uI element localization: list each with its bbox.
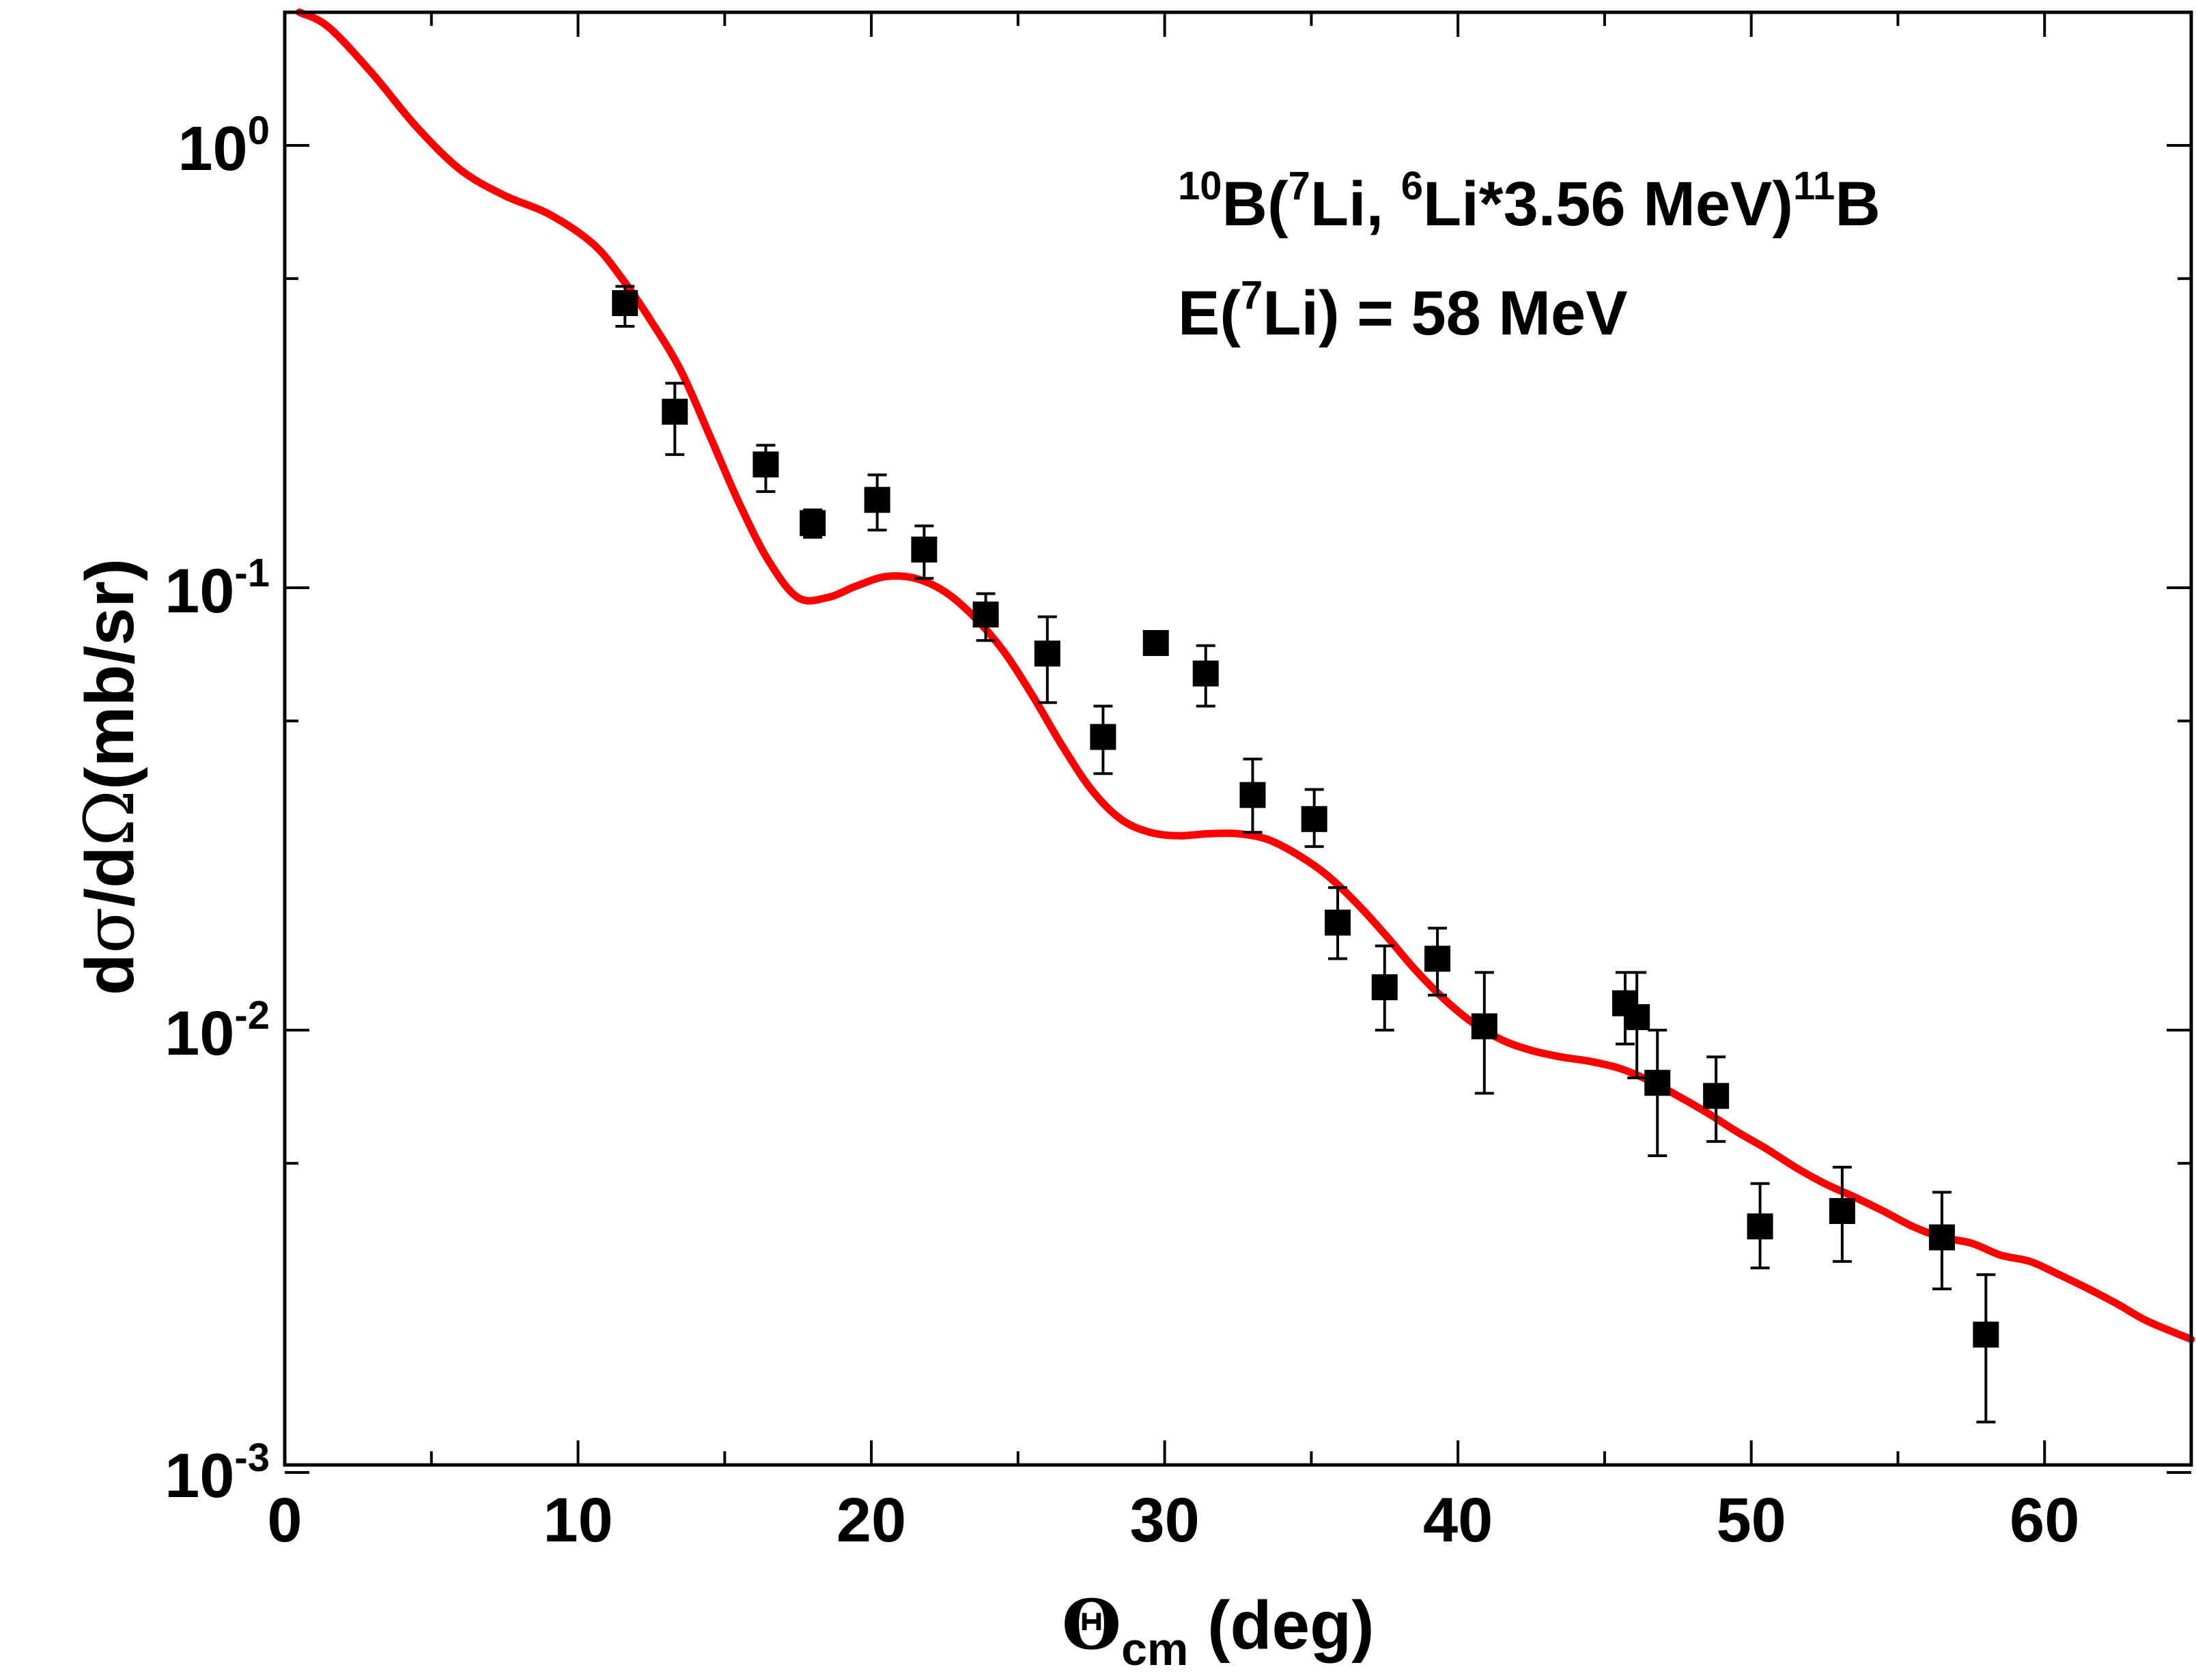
data-point [662, 382, 688, 456]
data-marker [752, 451, 779, 478]
x-tick-label: 60 [2010, 1485, 2079, 1555]
y-tick-label-exponent: -1 [234, 551, 270, 595]
data-point [1325, 886, 1351, 960]
data-marker [1624, 1003, 1650, 1030]
reaction-residual: B [1835, 169, 1880, 239]
y-tick-label-base: 10 [165, 556, 234, 626]
data-point [1192, 644, 1219, 708]
data-point [1301, 788, 1327, 849]
data-marker [612, 290, 638, 317]
data-marker [1703, 1083, 1730, 1109]
x-axis-label-rest: (deg) [1188, 1587, 1374, 1664]
y-axis-label-sigma: σ [70, 907, 150, 954]
data-marker [972, 601, 999, 628]
energy-prefix: E( [1178, 279, 1241, 348]
x-tick-label: 0 [267, 1485, 302, 1555]
y-tick-label: 10-3 [165, 1436, 270, 1511]
y-axis-label: dσ/dΩ(mb/sr) [70, 558, 150, 995]
energy-annotation: E(7Li) = 58 MeV [1178, 273, 1628, 348]
data-point [1471, 971, 1497, 1095]
y-tick-label: 10-1 [165, 551, 270, 626]
data-point [1747, 1182, 1773, 1270]
y-axis-label-omega: Ω [70, 790, 150, 846]
y-axis-label-units: (mb/sr) [72, 558, 148, 790]
x-axis-label: Θcm (deg) [1062, 1584, 1375, 1675]
calculation-curve-layer [296, 8, 2195, 1343]
data-point [864, 473, 890, 532]
data-marker [1471, 1013, 1497, 1040]
data-marker [1371, 974, 1398, 1001]
x-tick-label: 10 [543, 1485, 613, 1555]
data-point [752, 444, 779, 494]
x-tick-label: 20 [836, 1485, 906, 1555]
reaction-projectile-mid: Li, [1310, 169, 1401, 239]
reaction-ejectile-mid: Li*3.56 MeV) [1423, 169, 1793, 239]
energy-rest: Li) = 58 MeV [1263, 279, 1627, 348]
y-tick-label: 100 [178, 109, 270, 184]
data-point [1644, 1029, 1671, 1158]
data-marker [800, 510, 826, 537]
data-marker [1090, 724, 1116, 750]
data-marker [1829, 1197, 1855, 1224]
data-marker [1239, 782, 1266, 808]
y-tick-label-exponent: -2 [234, 993, 270, 1038]
data-marker [1424, 945, 1451, 972]
plot-frame [283, 10, 2193, 1467]
reaction-annotation: 10B(7Li, 6Li*3.56 MeV)11B [1178, 164, 1881, 239]
y-tick-label-exponent: 0 [248, 109, 270, 153]
data-point [612, 285, 638, 328]
data-marker [1928, 1224, 1955, 1251]
reaction-ejectile-mass: 6 [1401, 164, 1423, 208]
y-tick-label-base: 10 [165, 1441, 234, 1511]
data-marker [662, 399, 688, 425]
reaction-target-mass: 10 [1178, 164, 1222, 208]
y-tick-label: 10-2 [165, 993, 270, 1068]
reaction-target: B( [1222, 169, 1289, 239]
energy-mass: 7 [1241, 273, 1263, 317]
data-marker [911, 537, 938, 563]
data-marker [1192, 660, 1219, 687]
data-point [1703, 1055, 1730, 1143]
x-tick-label: 50 [1717, 1485, 1786, 1555]
data-point [1239, 757, 1266, 834]
data-marker [1142, 629, 1169, 656]
data-marker [1325, 909, 1351, 936]
data-point [911, 524, 938, 580]
data-marker [1747, 1213, 1773, 1240]
x-axis-label-subscript: cm [1121, 1623, 1188, 1675]
data-marker [1973, 1321, 1999, 1348]
y-axis-label-slash: /d [72, 846, 148, 907]
data-marker [864, 487, 890, 513]
axis-ticks [283, 12, 2193, 1474]
x-tick-label: 40 [1423, 1485, 1493, 1555]
data-marker [1034, 640, 1060, 667]
reaction-projectile-mass: 7 [1289, 164, 1310, 208]
calculation-curve [296, 8, 2195, 1343]
x-tick-label: 30 [1129, 1485, 1199, 1555]
data-point [800, 508, 826, 539]
x-axis-label-symbol: Θ [1062, 1584, 1121, 1665]
data-marker [1301, 806, 1327, 832]
y-axis-label-d1: d [72, 954, 148, 995]
y-tick-label-exponent: -3 [234, 1436, 270, 1480]
data-points-layer [612, 285, 1999, 1424]
data-point [1034, 615, 1060, 704]
data-point [1973, 1273, 1999, 1424]
data-point [1624, 971, 1650, 1079]
y-tick-label-base: 10 [178, 114, 247, 184]
data-point [972, 592, 999, 642]
data-point [1142, 629, 1169, 656]
data-marker [1644, 1070, 1671, 1096]
y-tick-label-base: 10 [165, 999, 234, 1068]
data-point [1928, 1191, 1955, 1291]
reaction-residual-mass: 11 [1793, 164, 1835, 208]
data-point [1371, 944, 1398, 1031]
data-point [1424, 926, 1451, 997]
data-point [1829, 1165, 1855, 1263]
data-point [1090, 704, 1116, 775]
